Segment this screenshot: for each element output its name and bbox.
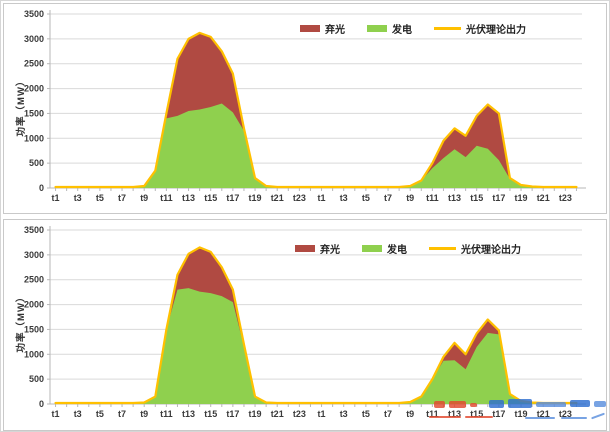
legend-item-generation: 发电: [362, 241, 407, 256]
top-chart-panel: 功率（MW） 弃光 发电 光伏理论出力 0 500 1000 1500 2000 2500…: [3, 3, 607, 214]
x-tick-label: t13: [182, 409, 195, 419]
x-tick-label: t7: [118, 193, 126, 203]
x-tick-label: t9: [406, 193, 414, 203]
y-tick-label: 1000: [24, 133, 44, 143]
generation-swatch: [367, 25, 387, 32]
x-tick-label: t5: [96, 409, 104, 419]
legend-label: 弃光: [320, 245, 340, 256]
x-tick-label: t1: [318, 193, 326, 203]
x-tick-label: t19: [515, 193, 528, 203]
x-tick-label: t17: [492, 409, 505, 419]
top-chart-plot: 0 500 1000 1500 2000 2500 3000 3500 t1 t3 t5 t7 t9 t1…: [24, 9, 586, 203]
x-tick-label: t17: [226, 193, 239, 203]
x-tick-label: t19: [249, 409, 262, 419]
x-tick-label: t13: [182, 193, 195, 203]
x-tick-label: t15: [470, 193, 483, 203]
x-tick-label: t5: [362, 409, 370, 419]
y-tick-label: 2500: [24, 275, 44, 285]
y-tick-label: 500: [29, 158, 44, 168]
curtailment-swatch: [295, 245, 315, 252]
x-tick-label: t11: [426, 193, 439, 203]
x-tick-label: t15: [470, 409, 483, 419]
y-tick-label: 2000: [24, 84, 44, 94]
x-tick-label: t23: [559, 409, 572, 419]
theoretical-line: [54, 246, 578, 405]
x-tick-label: t23: [559, 193, 572, 203]
theoretical-line-swatch: [434, 27, 461, 30]
y-tick-label: 3500: [24, 9, 44, 19]
x-tick-label: t23: [293, 409, 306, 419]
x-tick-label: t11: [426, 409, 439, 419]
y-tick-label: 1500: [24, 324, 44, 334]
legend: 弃光 发电 光伏理论出力: [295, 241, 521, 256]
x-tick-label: t13: [448, 193, 461, 203]
bottom-chart-panel: 功率（MW） 弃光 发电 光伏理论出力 0 500 1000 1500 2000 2500…: [3, 219, 607, 431]
y-tick-label: 3500: [24, 225, 44, 235]
x-tick-label: t13: [448, 409, 461, 419]
legend-item-generation: 发电: [367, 21, 412, 36]
legend-label: 弃光: [325, 25, 345, 36]
legend-label: 光伏理论出力: [466, 25, 526, 36]
x-tick-label: t5: [96, 193, 104, 203]
legend-item-theoretical: 光伏理论出力: [429, 241, 521, 256]
x-tick-label: t9: [406, 409, 414, 419]
y-tick-label: 2000: [24, 300, 44, 310]
x-tick-label: t5: [362, 193, 370, 203]
x-tick-label: t7: [118, 409, 126, 419]
generation-swatch: [362, 245, 382, 252]
x-tick-label: t9: [140, 409, 148, 419]
theoretical-line: [54, 31, 578, 189]
x-tick-label: t11: [160, 409, 173, 419]
generation-area: [55, 288, 577, 404]
legend-item-curtailment: 弃光: [300, 21, 345, 36]
x-tick-label: t21: [271, 193, 284, 203]
x-tick-label: t1: [52, 409, 60, 419]
x-tick-label: t19: [249, 193, 262, 203]
x-tick-label: t15: [204, 409, 217, 419]
x-tick-label: t15: [204, 193, 217, 203]
y-tick-label: 1500: [24, 108, 44, 118]
x-tick-label: t11: [160, 193, 173, 203]
x-tick-label: t7: [384, 409, 392, 419]
x-tick-label: t21: [271, 409, 284, 419]
legend-label: 发电: [392, 25, 412, 36]
legend: 弃光 发电 光伏理论出力: [300, 21, 526, 36]
x-tick-label: t1: [318, 409, 326, 419]
x-tick-label: t7: [384, 193, 392, 203]
bottom-chart-plot: 0 500 1000 1500 2000 2500 3000 3500 t1 t3 t5 t7 t9 t1…: [24, 225, 586, 419]
y-tick-label: 0: [39, 183, 44, 193]
legend-label: 光伏理论出力: [461, 245, 521, 256]
x-tick-label: t17: [226, 409, 239, 419]
x-tick-label: t19: [515, 409, 528, 419]
x-tick-label: t23: [293, 193, 306, 203]
legend-item-theoretical: 光伏理论出力: [434, 21, 526, 36]
theoretical-line-swatch: [429, 247, 456, 250]
x-tick-label: t3: [74, 193, 82, 203]
x-tick-label: t9: [140, 193, 148, 203]
x-tick-label: t21: [537, 409, 550, 419]
x-tick-label: t3: [74, 409, 82, 419]
generation-area: [55, 103, 577, 188]
x-tick-label: t3: [340, 409, 348, 419]
x-tick-label: t3: [340, 193, 348, 203]
y-tick-label: 2500: [24, 59, 44, 69]
x-tick-label: t21: [537, 193, 550, 203]
legend-label: 发电: [387, 245, 407, 256]
y-tick-label: 3000: [24, 34, 44, 44]
x-tick-label: t1: [52, 193, 60, 203]
y-tick-label: 1000: [24, 349, 44, 359]
y-tick-label: 0: [39, 399, 44, 409]
x-tick-label: t17: [492, 193, 505, 203]
y-tick-label: 3000: [24, 250, 44, 260]
legend-item-curtailment: 弃光: [295, 241, 340, 256]
y-tick-label: 500: [29, 374, 44, 384]
curtailment-swatch: [300, 25, 320, 32]
